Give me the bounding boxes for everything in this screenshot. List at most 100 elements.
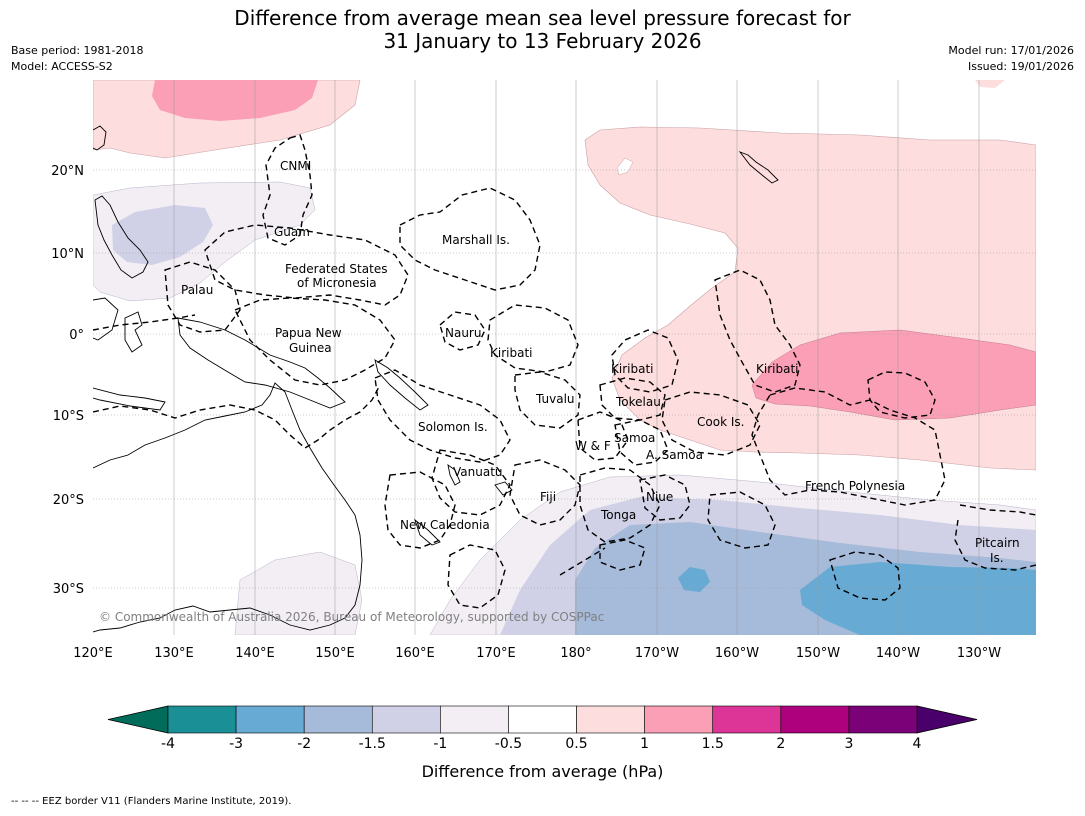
anomaly-region-west-negative [112, 205, 213, 265]
coast-hawaii [738, 151, 779, 184]
eez-austral-south [829, 551, 901, 601]
eez-png [234, 297, 396, 386]
anomaly-region-south-negative-core [800, 562, 1036, 635]
longitude-label: 130°E [154, 646, 194, 661]
colorbar-swatch [508, 705, 577, 734]
eez-marshall [399, 187, 541, 291]
anomaly-shading [93, 80, 1036, 635]
place-label: Is. [990, 551, 1004, 565]
copyright-notice: © Commonwealth of Australia 2026, Bureau… [99, 610, 604, 624]
colorbar-swatch [440, 705, 509, 734]
place-label: A. Samoa [646, 448, 703, 462]
coast-philippines [94, 195, 149, 279]
eez-samoa [614, 419, 669, 466]
colorbar-swatch [576, 705, 645, 734]
gridlines [93, 80, 1036, 635]
eez-pitcairn [954, 504, 1036, 571]
eez-nz-line [559, 547, 606, 576]
eez-indonesia [93, 314, 196, 331]
place-label: Kiribati [611, 362, 653, 376]
place-label: Federated States [285, 262, 387, 276]
place-label: Kiribati [756, 362, 798, 376]
latitude-label: 30°S [53, 582, 84, 597]
longitude-label: 140°W [876, 646, 920, 661]
place-label: of Micronesia [297, 276, 377, 290]
meta-right: Model run: 17/01/2026 Issued: 19/01/2026 [948, 43, 1074, 75]
place-label: Marshall Is. [442, 233, 510, 247]
place-label: CNMI [280, 159, 311, 173]
eez-kiribati-line [714, 269, 801, 393]
colorbar-tick-label: -3 [229, 736, 244, 752]
eez-wallis-futuna [577, 411, 629, 461]
colorbar-tick-label: -0.5 [494, 736, 523, 752]
longitude-label: 170°W [635, 646, 679, 661]
coast-solomon [374, 359, 429, 411]
axis-labels: 120°E 130°E 140°E 150°E 160°E 170°E 180° 170°W 1… [51, 164, 1001, 661]
colorbar-tick-label: 4 [912, 736, 922, 752]
coast-fiji [494, 481, 513, 496]
colorbar-swatch [235, 705, 305, 734]
latitude-label: 10°N [51, 247, 84, 262]
eez-french-polynesia [751, 387, 946, 506]
eez-solomon [374, 369, 511, 463]
colorbar [107, 705, 978, 734]
longitude-label: 170°E [476, 646, 516, 661]
place-labels: CNMI Guam Marshall Is. Federated States … [99, 159, 1020, 624]
place-label: Tonga [600, 508, 636, 522]
place-label: Tokelau [615, 395, 661, 409]
colorbar-min-extension [107, 705, 169, 734]
eez-lord-howe [447, 544, 506, 609]
coast-sulawesi [124, 311, 143, 353]
eez-tonga [579, 467, 661, 543]
place-label: W & F [575, 439, 611, 453]
place-label: Kiribati [490, 346, 532, 360]
anomaly-region-ne-top [975, 80, 1005, 88]
colorbar-tick-label: 0.5 [565, 736, 588, 752]
place-label: Pitcairn [975, 536, 1020, 550]
eez-vanuatu [431, 449, 511, 516]
eez-marquesas [867, 371, 936, 419]
eez-kiribati-phoenix [611, 329, 679, 393]
latitude-label: 0° [69, 328, 84, 343]
latitude-label: 20°N [51, 164, 84, 179]
land-outlines [93, 125, 779, 633]
place-label: Guam [274, 225, 310, 239]
coast-vanuatu [447, 463, 461, 486]
place-label: Fiji [540, 490, 556, 504]
eez-kiribati-west [487, 304, 579, 373]
latitude-label: 20°S [53, 493, 84, 508]
longitude-label: 120°E [73, 646, 113, 661]
model-run: Model run: 17/01/2026 [948, 44, 1074, 57]
place-label: Palau [181, 283, 213, 297]
coast-new-caledonia [414, 518, 441, 546]
longitude-label: 130°W [957, 646, 1001, 661]
latitude-label: 10°S [53, 409, 84, 424]
title-line-2: 31 January to 13 February 2026 [383, 29, 702, 53]
colorbar-swatch [780, 705, 850, 734]
eez-palau [164, 261, 241, 333]
place-label: French Polynesia [805, 479, 905, 493]
coast-australia [93, 382, 363, 633]
place-label: Vanuatu [453, 465, 503, 479]
colorbar-swatch [644, 705, 714, 734]
eez-guam-fsm [204, 224, 409, 306]
place-label: Solomon Is. [418, 420, 488, 434]
eez-fiji [509, 459, 581, 526]
colorbar-swatch [167, 705, 237, 734]
eez-nauru [439, 311, 486, 351]
place-label: Guinea [289, 341, 332, 355]
eez-borders [93, 134, 1036, 609]
colorbar-title: Difference from average (hPa) [421, 762, 664, 781]
longitude-label: 140°E [235, 646, 275, 661]
longitude-label: 180° [560, 646, 591, 661]
colorbar-max-extension [916, 705, 978, 734]
coast-borneo [93, 297, 119, 341]
longitude-label: 150°W [796, 646, 840, 661]
colorbar-swatch [371, 705, 441, 734]
eez-tuvalu [514, 371, 581, 429]
colorbar-tick-label: 2 [776, 736, 786, 752]
anomaly-region-north-pink [152, 80, 318, 121]
meta-left: Base period: 1981-2018 Model: ACCESS-S2 [11, 43, 143, 75]
map-title: Difference from average mean sea level p… [0, 7, 1085, 53]
